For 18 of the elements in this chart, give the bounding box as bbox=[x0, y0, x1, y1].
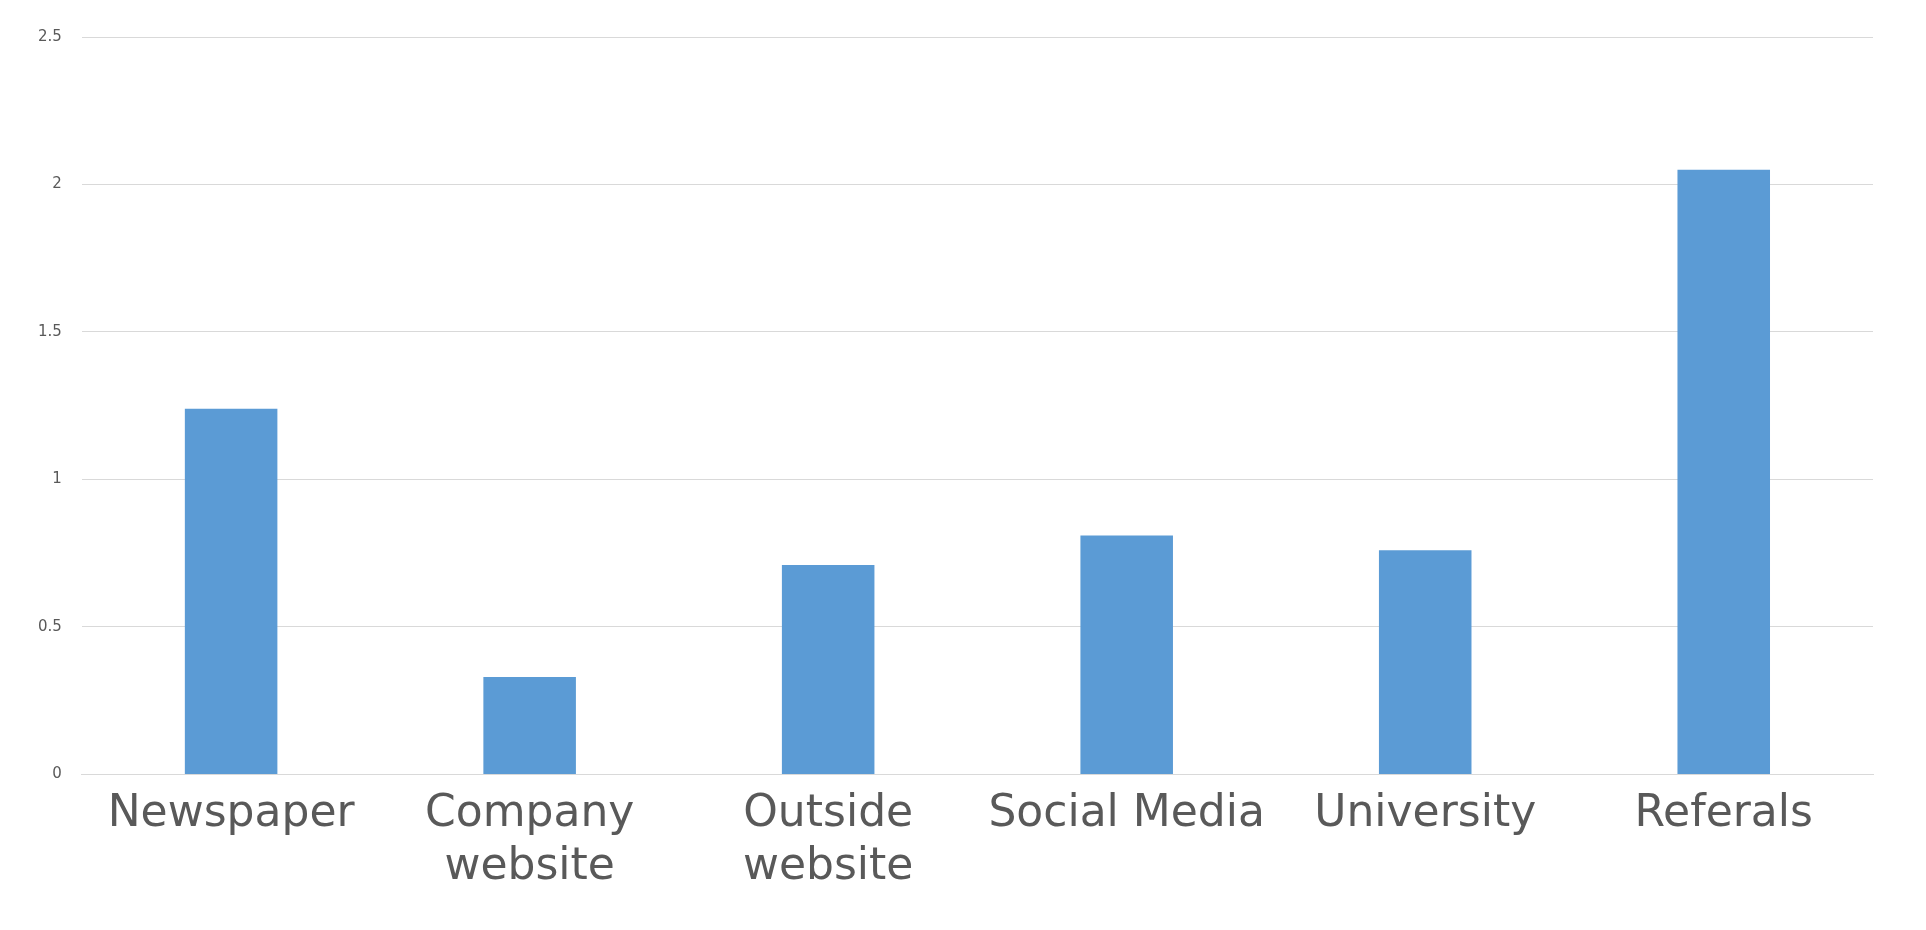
y-tick-label: 0 bbox=[52, 764, 62, 783]
bar bbox=[184, 408, 278, 774]
x-tick-label: Newspaper bbox=[107, 785, 356, 837]
y-tick-label: 1 bbox=[52, 469, 62, 488]
x-tick-label: Referals bbox=[1634, 785, 1813, 837]
y-tick-label: 2 bbox=[52, 174, 62, 193]
bar bbox=[1677, 169, 1771, 774]
x-tick-label: Company website bbox=[424, 785, 635, 890]
bar bbox=[1080, 535, 1173, 774]
x-tick-label: Social Media bbox=[988, 785, 1265, 837]
bar bbox=[483, 677, 576, 774]
bar bbox=[1378, 550, 1472, 774]
bar bbox=[781, 564, 875, 774]
x-tick-label: University bbox=[1314, 785, 1537, 837]
x-tick-label: Outside website bbox=[742, 785, 914, 890]
y-tick-label: 0.5 bbox=[38, 616, 62, 635]
y-tick-label: 2.5 bbox=[38, 26, 62, 45]
y-tick-label: 1.5 bbox=[38, 321, 62, 340]
